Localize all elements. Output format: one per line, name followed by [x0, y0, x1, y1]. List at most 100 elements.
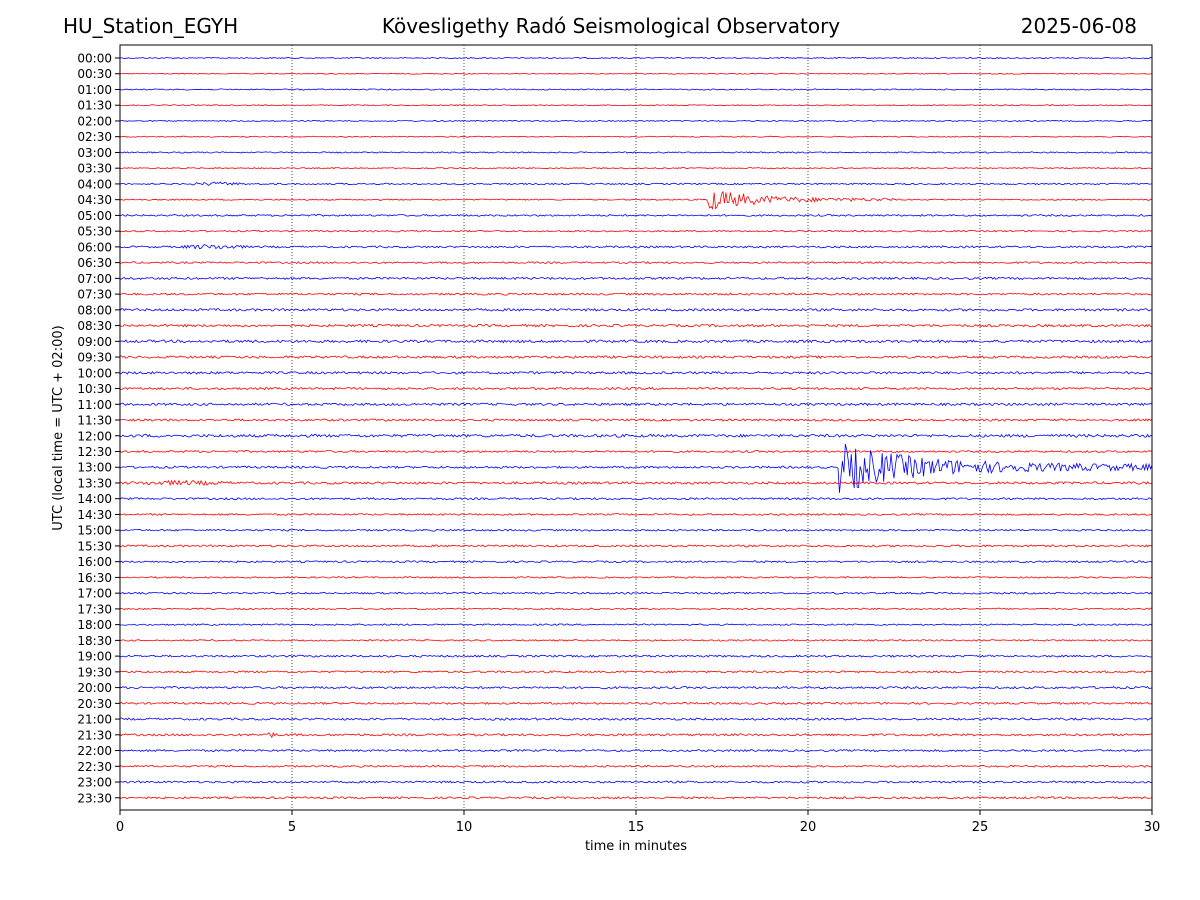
trace-1500 [119, 528, 1153, 532]
trace-1630 [119, 576, 1153, 579]
y-tick-label: 22:00 [77, 744, 112, 758]
trace-1930 [119, 670, 1153, 674]
trace-0230 [119, 135, 1153, 138]
x-tick-label: 10 [456, 820, 473, 835]
y-tick-label: 16:30 [77, 571, 112, 585]
trace-1330 [119, 479, 1153, 487]
y-tick-label: 13:00 [77, 461, 112, 475]
x-axis-ticks: 0 5 10 15 20 25 30 [116, 810, 1160, 835]
trace-1800 [119, 623, 1153, 626]
trace-2030 [119, 701, 1153, 705]
y-tick-label: 02:00 [77, 114, 112, 128]
y-tick-label: 19:30 [77, 665, 112, 679]
trace-1300 [119, 443, 1153, 493]
y-tick-label: 21:30 [77, 728, 112, 742]
y-tick-label: 18:30 [77, 634, 112, 648]
y-tick-label: 15:30 [77, 539, 112, 553]
trace-2130 [119, 731, 1153, 739]
y-tick-label: 14:00 [77, 492, 112, 506]
y-tick-label: 11:00 [77, 398, 112, 412]
trace-1000 [119, 370, 1153, 375]
trace-0300 [119, 151, 1153, 154]
y-axis-label: UTC (local time = UTC + 02:00) [51, 325, 66, 530]
y-tick-label: 22:30 [77, 760, 112, 774]
trace-0630 [119, 261, 1153, 265]
trace-0500 [119, 213, 1153, 217]
trace-1230 [119, 449, 1153, 454]
trace-1100 [119, 402, 1153, 407]
trace-0530 [119, 229, 1153, 233]
trace-1600 [119, 560, 1153, 564]
y-tick-label: 06:30 [77, 256, 112, 270]
x-tick-label: 5 [288, 820, 296, 835]
y-tick-label: 07:00 [77, 272, 112, 286]
trace-1200 [119, 433, 1153, 438]
trace-0400 [119, 181, 1153, 186]
trace-2200 [119, 748, 1153, 753]
y-tick-label: 13:30 [77, 476, 112, 490]
y-tick-label: 20:00 [77, 681, 112, 695]
trace-0330 [119, 167, 1153, 170]
x-tick-label: 20 [800, 820, 817, 835]
y-tick-label: 12:00 [77, 429, 112, 443]
trace-1400 [119, 497, 1153, 501]
y-tick-label: 05:30 [77, 225, 112, 239]
trace-2330 [119, 796, 1153, 800]
trace-1030 [119, 386, 1153, 391]
y-tick-label: 01:00 [77, 83, 112, 97]
trace-0430 [119, 190, 1153, 210]
trace-1130 [119, 418, 1153, 422]
trace-0830 [119, 323, 1153, 328]
trace-2100 [119, 717, 1153, 721]
y-tick-label: 19:00 [77, 650, 112, 664]
trace-2230 [119, 764, 1153, 768]
trace-0600 [119, 244, 1153, 250]
y-tick-label: 09:30 [77, 351, 112, 365]
y-tick-label: 21:00 [77, 713, 112, 727]
trace-0200 [119, 119, 1153, 122]
trace-2300 [119, 780, 1153, 784]
y-tick-label: 23:30 [77, 791, 112, 805]
trace-1430 [119, 513, 1153, 516]
y-tick-label: 11:30 [77, 414, 112, 428]
trace-1900 [119, 654, 1153, 658]
y-tick-label: 12:30 [77, 445, 112, 459]
y-tick-label: 02:30 [77, 130, 112, 144]
y-tick-label: 15:00 [77, 524, 112, 538]
y-tick-label: 00:30 [77, 67, 112, 81]
trace-1530 [119, 544, 1153, 548]
y-tick-label: 10:00 [77, 366, 112, 380]
y-tick-label: 08:30 [77, 319, 112, 333]
y-tick-label: 03:30 [77, 162, 112, 176]
x-tick-label: 15 [628, 820, 645, 835]
y-tick-label: 05:00 [77, 209, 112, 223]
x-tick-label: 25 [972, 820, 989, 835]
y-tick-label: 01:30 [77, 99, 112, 113]
y-tick-label: 18:00 [77, 618, 112, 632]
x-tick-label: 0 [116, 820, 124, 835]
y-tick-label: 17:30 [77, 602, 112, 616]
y-tick-label: 16:00 [77, 555, 112, 569]
trace-2000 [119, 685, 1153, 690]
y-tick-label: 23:00 [77, 776, 112, 790]
chart-date: 2025-06-08 [1020, 14, 1137, 38]
y-tick-label: 14:30 [77, 508, 112, 522]
trace-0900 [119, 339, 1153, 344]
trace-1830 [119, 639, 1153, 642]
x-tick-label: 30 [1144, 820, 1161, 835]
trace-1730 [119, 607, 1153, 611]
y-tick-label: 07:30 [77, 288, 112, 302]
y-tick-label: 08:00 [77, 303, 112, 317]
trace-0700 [119, 276, 1153, 281]
seismic-traces [119, 56, 1153, 800]
trace-0000 [119, 56, 1153, 59]
trace-0130 [119, 104, 1153, 107]
trace-0730 [119, 292, 1153, 296]
y-tick-label: 00:00 [77, 52, 112, 66]
y-tick-label: 20:30 [77, 697, 112, 711]
grid-lines [291, 45, 981, 810]
y-tick-label: 06:00 [77, 240, 112, 254]
x-axis-label: time in minutes [585, 839, 687, 854]
